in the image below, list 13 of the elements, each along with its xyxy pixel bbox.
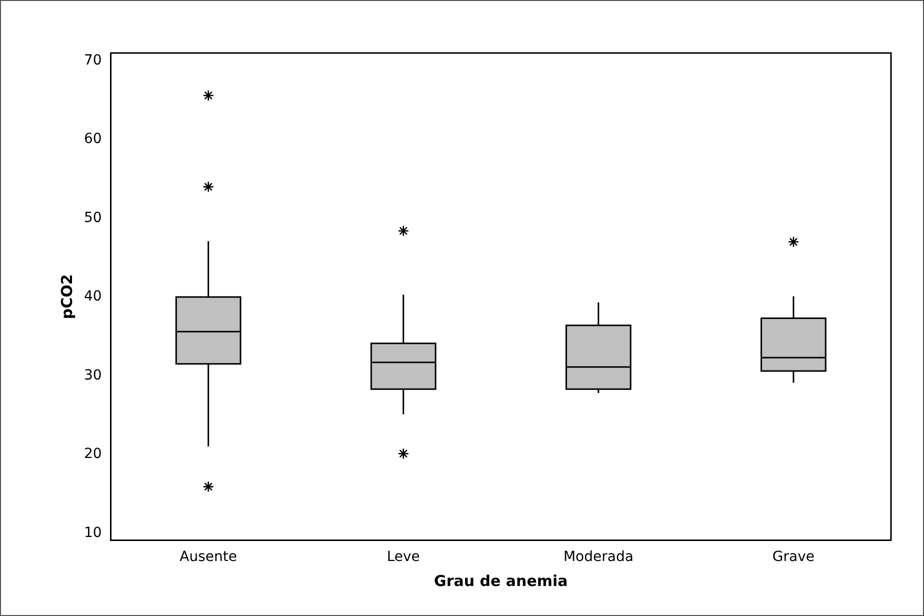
y-tick-label: 60 [84, 131, 102, 148]
x-tick-label: Leve [386, 549, 420, 566]
y-tick-label: 20 [84, 446, 102, 462]
y-tick-label: 70 [84, 52, 102, 69]
x-axis-title: Grau de anemia [434, 572, 568, 590]
x-tick-label: Moderada [563, 549, 634, 566]
x-tick-label: Grave [772, 549, 815, 566]
x-tick-label: Ausente [180, 549, 238, 566]
y-tick-label: 50 [84, 210, 102, 226]
y-tick-label: 10 [84, 524, 102, 541]
y-tick-label: 40 [84, 288, 102, 305]
y-axis-title: pCO2 [58, 274, 76, 320]
y-tick-label: 30 [84, 367, 102, 384]
